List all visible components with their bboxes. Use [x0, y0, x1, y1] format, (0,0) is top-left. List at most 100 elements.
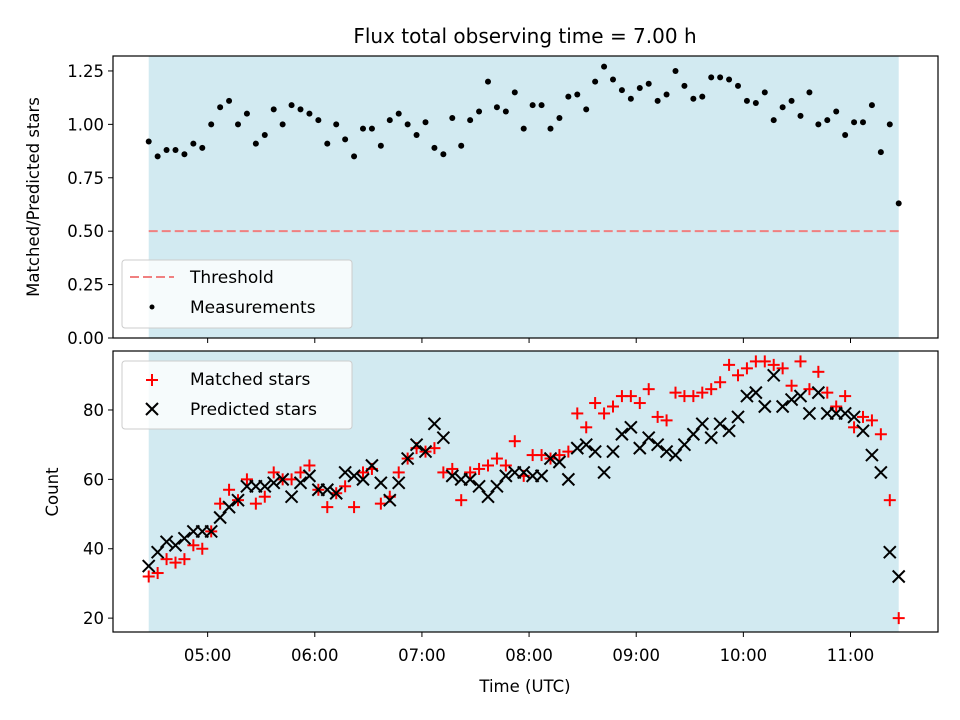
predicted-star-point	[650, 437, 665, 452]
predicted-star-point	[284, 489, 299, 504]
predicted-star-stroke-b	[775, 399, 790, 414]
predicted-star-stroke-b	[838, 406, 852, 421]
measurement-point	[752, 100, 759, 106]
x-tick-label: 05:00	[184, 646, 232, 665]
x-axis-label: Time (UTC)	[478, 677, 570, 696]
matched-star-point	[651, 410, 664, 423]
predicted-star-stroke-b	[392, 476, 406, 490]
predicted-star-point	[383, 493, 397, 507]
predicted-star-stroke-b	[767, 368, 781, 382]
bottom-y-tick-label: 80	[83, 401, 104, 420]
measurement-point	[868, 102, 875, 109]
matched-star-point	[723, 358, 736, 371]
predicted-star-point	[168, 538, 183, 552]
predicted-star-point	[704, 431, 718, 445]
predicted-star-point	[642, 431, 656, 445]
bottom-y-tick-label: 40	[83, 540, 104, 559]
measurement-point	[592, 78, 599, 85]
predicted-star-stroke-b	[302, 469, 317, 483]
measurement-point	[404, 121, 411, 128]
predicted-star-point	[499, 469, 513, 483]
bottom-y-tick-label: 20	[83, 609, 104, 628]
predicted-star-point	[222, 500, 236, 514]
matched-star-point	[633, 397, 646, 410]
measurement-point	[315, 117, 322, 124]
predicted-star-point	[258, 479, 272, 494]
predicted-star-point	[874, 465, 888, 480]
matched-star-point	[169, 556, 182, 569]
measurement-point	[333, 121, 340, 128]
matched-star-point	[196, 542, 209, 555]
measurement-point	[413, 132, 420, 139]
measurement-point	[377, 142, 384, 149]
legend-predicted-swatch	[145, 402, 159, 416]
predicted-star-stroke-b	[427, 417, 442, 431]
measurement-point	[163, 147, 170, 153]
measurement-point	[797, 112, 804, 119]
predicted-star-point	[588, 444, 602, 459]
measurement-point	[476, 108, 483, 115]
predicted-star-stroke-b	[284, 489, 299, 504]
predicted-star-point	[856, 424, 870, 438]
top-y-axis-ticks: 0.00 0.25 0.50 0.75 1.00 1.25	[67, 62, 113, 348]
matched-star-point	[607, 400, 619, 413]
x-tick-label: 06:00	[291, 646, 339, 665]
matched-star-point	[624, 390, 637, 403]
predicted-star-stroke-b	[374, 476, 388, 490]
matched-star-point	[357, 466, 369, 479]
predicted-star-stroke-b	[383, 493, 397, 507]
measurement-point	[235, 121, 241, 128]
matched-star-point	[660, 414, 673, 427]
predicted-star-stroke-b	[159, 535, 174, 549]
measurement-point	[788, 97, 795, 104]
matched-star-point	[321, 501, 334, 514]
measurement-point	[208, 121, 215, 128]
matched-star-point	[696, 386, 709, 399]
measurement-point	[288, 102, 295, 109]
legend-measurements-label: Measurements	[190, 298, 316, 318]
predicted-star-stroke-b	[802, 406, 817, 421]
matched-star-point	[821, 386, 834, 399]
matched-star-point	[812, 365, 825, 378]
measurement-point	[681, 82, 688, 89]
measurement-point	[511, 89, 518, 96]
predicted-star-stroke-b	[517, 465, 531, 480]
predicted-star-point	[338, 465, 352, 480]
top-y-tick-label: 0.00	[67, 329, 104, 348]
top-measurement-points	[145, 63, 902, 207]
measurement-point	[877, 149, 884, 156]
measurement-point	[306, 110, 313, 117]
matched-star-point	[258, 490, 271, 503]
matched-star-point	[758, 355, 771, 368]
matched-star-point	[598, 407, 611, 420]
predicted-star-stroke-b	[258, 479, 272, 494]
matched-star-point	[142, 570, 155, 583]
predicted-star-stroke-b	[177, 531, 192, 546]
measurement-point	[386, 117, 393, 124]
predicted-star-stroke-b	[758, 399, 772, 414]
predicted-star-point	[481, 489, 495, 504]
matched-star-point	[562, 445, 575, 458]
matched-stars-points	[142, 355, 905, 625]
predicted-star-point	[267, 476, 281, 490]
matched-star-point	[178, 553, 191, 566]
predicted-star-stroke-b	[150, 545, 165, 559]
bottom-y-axis-ticks: 20 40 60 80	[83, 401, 113, 628]
matched-star-point	[803, 383, 816, 396]
predicted-star-point	[517, 465, 531, 480]
predicted-star-stroke-b	[347, 469, 361, 483]
predicted-star-point	[409, 437, 424, 452]
predicted-star-stroke-b	[677, 437, 692, 452]
measurement-point	[886, 121, 893, 128]
predicted-star-point	[695, 417, 709, 431]
matched-star-point	[767, 358, 780, 371]
measurement-point	[601, 63, 608, 70]
matched-star-point	[437, 466, 450, 479]
predicted-star-stroke-b	[606, 444, 620, 459]
measurement-point	[226, 97, 233, 104]
measurement-point	[502, 108, 509, 115]
x-tick-label: 09:00	[612, 646, 660, 665]
predicted-star-point	[400, 451, 415, 466]
predicted-star-stroke-b	[463, 472, 477, 487]
predicted-star-point	[883, 545, 897, 559]
